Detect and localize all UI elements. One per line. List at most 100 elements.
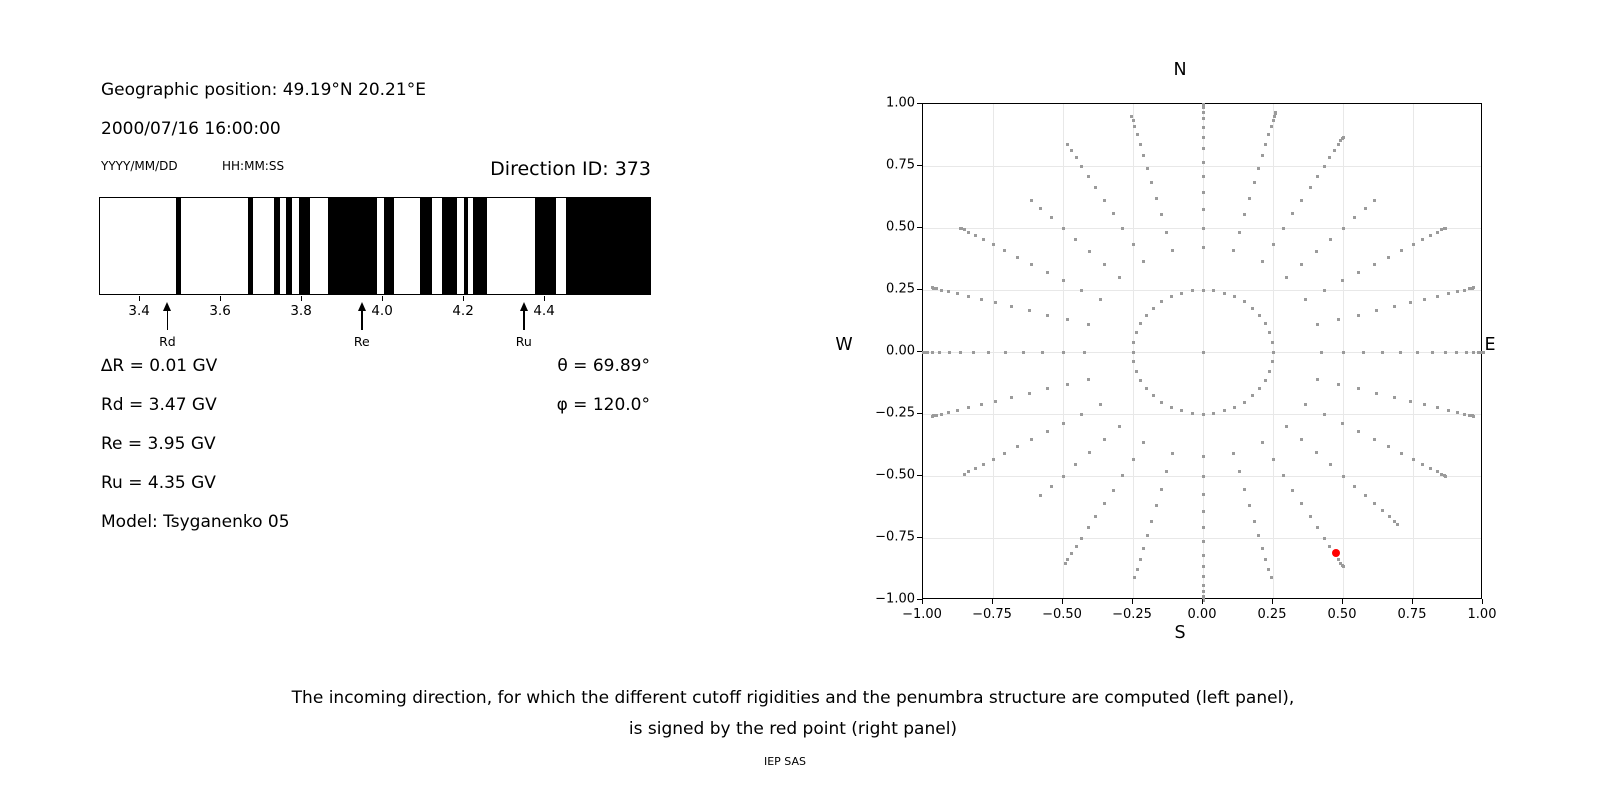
y-axis-tick-label: 0.50 — [886, 219, 915, 235]
direction-dot — [1341, 226, 1345, 230]
penumbra-allowed-band — [472, 198, 487, 294]
direction-dot — [1430, 350, 1434, 354]
direction-dot — [1201, 594, 1205, 598]
direction-dot — [1411, 457, 1415, 461]
direction-dot — [1387, 515, 1391, 519]
phi-value: φ = 120.0° — [556, 395, 650, 415]
arrow-up-icon — [357, 302, 366, 311]
direction-dot — [1201, 412, 1205, 416]
time-format-label: HH:MM:SS — [222, 159, 285, 173]
direction-dot — [1066, 557, 1070, 561]
direction-dot — [1102, 502, 1106, 506]
direction-dot — [1411, 243, 1415, 247]
direction-dot — [1083, 350, 1087, 354]
direction-dot — [1250, 394, 1254, 398]
direction-dot — [1165, 230, 1169, 234]
direction-dot — [1117, 276, 1121, 280]
direction-dot — [1165, 470, 1169, 474]
direction-dot — [967, 406, 971, 410]
penumbra-allowed-band — [384, 198, 395, 294]
direction-dot — [1201, 102, 1205, 106]
penumbra-allowed-band — [298, 198, 311, 294]
x-axis-tick-label: 0.75 — [1397, 607, 1427, 622]
direction-dot — [1421, 462, 1425, 466]
direction-dot — [1223, 291, 1227, 295]
direction-map-plot-area — [921, 102, 1485, 602]
direction-dot — [1233, 295, 1237, 299]
direction-dot — [1392, 519, 1396, 523]
direction-dot — [1322, 164, 1326, 168]
direction-dot — [1328, 545, 1332, 549]
direction-dot — [1268, 369, 1272, 373]
direction-dot — [1455, 290, 1459, 294]
direction-dot — [1030, 262, 1034, 266]
direction-dot — [1133, 575, 1137, 579]
direction-dot — [947, 410, 951, 414]
direction-dot — [1260, 154, 1264, 158]
direction-map: −1.00 −0.75 −0.50 −0.25 0.00 0.25 0.50 0.75 1.00… — [875, 96, 1496, 623]
direction-dot — [1339, 138, 1343, 142]
direction-dot — [1269, 125, 1273, 129]
x-axis-tick-label: 0.50 — [1327, 607, 1357, 622]
penumbra-axis-tick — [220, 296, 222, 301]
direction-dot — [1111, 488, 1115, 492]
direction-dot — [1152, 306, 1155, 310]
direction-dot — [1201, 125, 1205, 129]
direction-dot — [1257, 166, 1260, 170]
direction-dot — [1201, 106, 1205, 110]
direction-dot — [1316, 526, 1320, 530]
direction-dot — [1030, 438, 1034, 442]
direction-dot — [1396, 523, 1400, 527]
direction-dot — [1429, 467, 1433, 471]
direction-dot — [1356, 387, 1360, 391]
direction-dot — [1045, 270, 1049, 274]
x-axis-tick — [1271, 599, 1273, 604]
direction-dot — [1272, 114, 1276, 118]
penumbra-allowed-band — [441, 198, 457, 294]
direction-dot — [1201, 509, 1205, 513]
direction-dot — [1336, 143, 1340, 147]
direction-dot — [979, 297, 983, 301]
direction-dot — [1362, 350, 1366, 354]
direction-dot — [1336, 318, 1340, 322]
direction-dot — [1099, 402, 1103, 406]
direction-dot — [1443, 226, 1447, 230]
direction-dot — [1049, 216, 1053, 220]
direction-dot — [1045, 430, 1049, 434]
direction-dot — [959, 226, 962, 230]
direction-dot — [1074, 237, 1078, 241]
direction-dot — [1252, 519, 1256, 523]
direction-dot — [967, 294, 971, 298]
direction-dot — [956, 408, 960, 412]
direction-dot — [1315, 377, 1319, 381]
direction-dot — [1040, 350, 1044, 354]
direction-dot — [1145, 534, 1149, 537]
direction-dot — [1201, 553, 1205, 557]
direction-dot — [1132, 360, 1136, 364]
x-axis-tick — [1341, 599, 1343, 604]
direction-dot — [994, 301, 998, 305]
direction-dot — [1179, 291, 1183, 295]
direction-dot — [1099, 298, 1103, 302]
direction-dot — [1010, 305, 1014, 309]
y-axis-tick-label: −0.50 — [875, 467, 915, 483]
direction-dot — [1455, 410, 1459, 414]
direction-dot — [1258, 386, 1262, 390]
penumbra-allowed-band — [175, 198, 181, 294]
direction-dot — [1267, 567, 1271, 571]
direction-dot — [1291, 212, 1295, 216]
direction-dot — [1080, 164, 1084, 168]
direction-dot — [1102, 198, 1106, 202]
direction-dot — [1121, 473, 1125, 477]
direction-dot — [1467, 413, 1471, 417]
direction-dot — [1264, 143, 1268, 147]
direction-dot — [1133, 125, 1137, 129]
direction-dot — [1260, 546, 1264, 550]
compass-north-label: N — [1173, 60, 1187, 80]
direction-dot — [1139, 322, 1143, 326]
direction-dot — [959, 350, 962, 354]
direction-dot — [947, 350, 951, 354]
direction-dot — [1131, 119, 1135, 123]
gridline-vertical — [992, 104, 994, 598]
direction-dot — [1069, 148, 1073, 152]
